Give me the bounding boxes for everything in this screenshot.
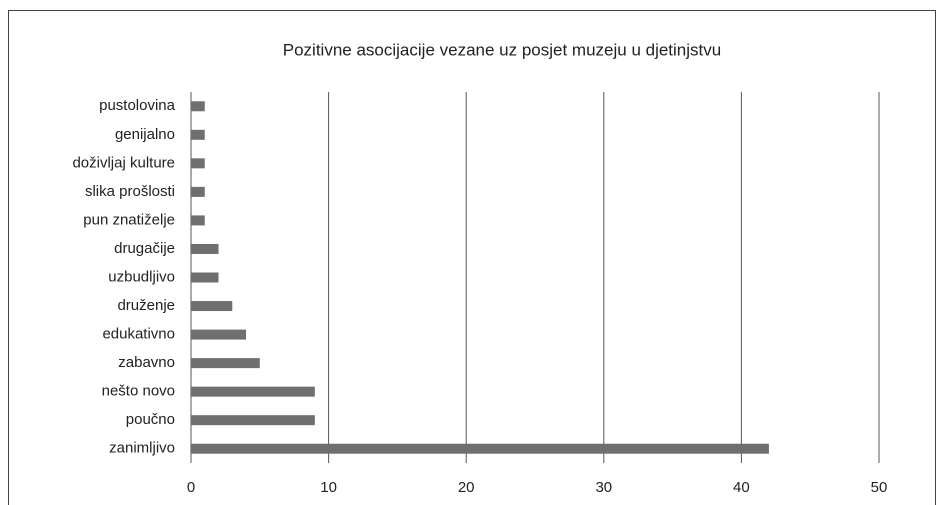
x-tick-label: 50 xyxy=(871,479,888,496)
chart-frame xyxy=(8,10,936,505)
bar xyxy=(191,386,315,397)
bar xyxy=(191,415,315,426)
y-tick-label: edukativno xyxy=(102,326,175,343)
y-tick-label: nešto novo xyxy=(102,383,175,400)
bar xyxy=(191,129,205,140)
bar xyxy=(191,443,769,454)
y-tick-label: zabavno xyxy=(118,354,175,371)
x-tick-label: 40 xyxy=(733,479,750,496)
y-tick-label: pun znatiželje xyxy=(83,211,175,228)
bar xyxy=(191,101,205,112)
chart-title: Pozitivne asocijacije vezane uz posjet m… xyxy=(283,40,721,59)
y-tick-label: drugačije xyxy=(114,240,175,257)
x-tick-label: 30 xyxy=(595,479,612,496)
bar xyxy=(191,358,260,369)
y-tick-label: doživljaj kulture xyxy=(72,154,175,171)
x-tick-label: 10 xyxy=(320,479,337,496)
bar xyxy=(191,186,205,197)
y-tick-label: genijalno xyxy=(115,126,175,143)
y-tick-label: pustolovina xyxy=(99,97,176,114)
bar xyxy=(191,272,219,283)
bar xyxy=(191,329,247,340)
bar xyxy=(191,215,205,226)
y-tick-label: uzbudljivo xyxy=(108,268,175,285)
y-tick-label: slika prošlosti xyxy=(85,183,175,200)
bar xyxy=(191,301,233,312)
y-tick-label: poučno xyxy=(126,411,175,428)
bar xyxy=(191,158,205,169)
y-tick-label: druženje xyxy=(117,297,175,314)
y-tick-label: zanimljivo xyxy=(109,440,175,457)
x-tick-label: 0 xyxy=(187,479,195,496)
x-tick-label: 20 xyxy=(458,479,475,496)
bar xyxy=(191,243,219,254)
